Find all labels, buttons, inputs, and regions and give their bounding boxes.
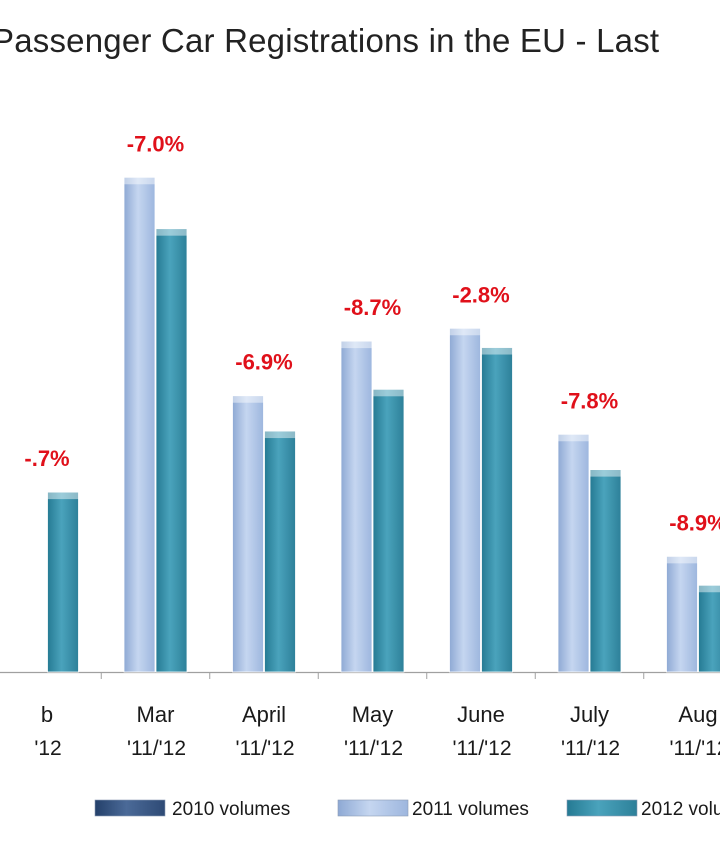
bar-cap-highlight	[449, 328, 481, 336]
change-label: -.7%	[24, 446, 69, 471]
bar-2012-0	[47, 491, 79, 673]
x-tick-year-label: '12	[34, 737, 61, 760]
chart-title: Passenger Car Registrations in the EU - …	[0, 22, 660, 59]
bar-2012-6	[698, 584, 720, 673]
bar-cap-highlight	[558, 434, 589, 442]
bar-cap-highlight	[156, 228, 187, 236]
bar-2012-1	[155, 228, 188, 673]
x-tick-year-label: '11/'12	[235, 737, 294, 760]
bar-cap-highlight	[124, 177, 155, 185]
legend-label-2011: 2011 volumes	[412, 799, 529, 820]
change-label: -8.9%	[669, 510, 720, 535]
bar-cap-highlight	[666, 556, 698, 564]
x-tick-year-label: '11/'12	[669, 737, 720, 760]
change-label: -7.0%	[127, 131, 184, 156]
legend-swatch-2010	[94, 799, 166, 817]
bar-2011-3	[340, 340, 373, 673]
x-tick-month-label: July	[570, 702, 609, 727]
x-tick-month-label: Aug	[678, 702, 717, 727]
x-tick-year-label: '11/'12	[127, 737, 186, 760]
change-label: -7.8%	[561, 388, 618, 413]
x-tick-year-label: '11/'12	[561, 737, 620, 760]
x-tick-month-label: May	[352, 702, 394, 727]
legend-label-2012: 2012 volumes	[641, 799, 720, 820]
bar-2012-2	[264, 430, 296, 673]
legend-label-2010: 2010 volumes	[172, 799, 290, 820]
change-label: -2.8%	[452, 282, 509, 307]
x-tick-year-label: '11/'12	[344, 737, 403, 760]
bar-cap-highlight	[698, 585, 720, 593]
bar-cap-highlight	[481, 347, 513, 355]
legend-swatch-2012	[566, 799, 638, 817]
bar-cap-highlight	[590, 469, 621, 477]
x-tick-month-label: April	[242, 702, 286, 727]
x-tick-month-label: June	[457, 702, 505, 727]
bar-cap-highlight	[373, 389, 404, 397]
x-tick-year-label: '11/'12	[452, 737, 511, 760]
legend: 2010 volumes 2011 volumes 2012 volumes	[94, 799, 720, 820]
change-label: -6.9%	[235, 350, 292, 375]
bar-2012-3	[372, 388, 405, 673]
bar-cap-highlight	[232, 395, 264, 403]
legend-swatch-2011	[337, 799, 409, 817]
x-tick-month-label: b	[41, 702, 53, 727]
bar-2011-4	[449, 327, 481, 673]
bar-2011-6	[666, 555, 698, 673]
bar-cap-highlight	[341, 341, 372, 349]
change-label: -8.7%	[344, 295, 401, 320]
bar-cap-highlight	[47, 492, 79, 500]
bar-2012-4	[481, 347, 513, 673]
x-tick-month-label: Mar	[137, 702, 175, 727]
bar-2012-5	[589, 469, 622, 673]
bar-2011-1	[123, 176, 156, 673]
bar-2011-2	[232, 395, 264, 673]
bar-cap-highlight	[264, 431, 296, 439]
bar-2011-5	[557, 433, 590, 673]
